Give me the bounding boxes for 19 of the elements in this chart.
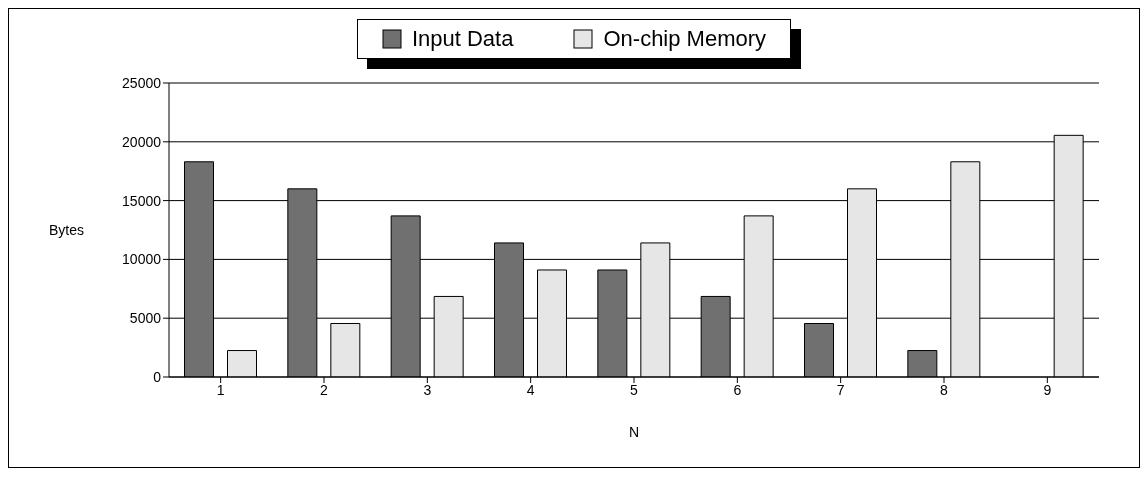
y-tick-label: 15000 bbox=[122, 192, 162, 209]
x-tick-label: 6 bbox=[733, 381, 742, 398]
x-tick-label: 9 bbox=[1043, 381, 1052, 398]
x-tick-label: 3 bbox=[423, 381, 432, 398]
x-tick-label: 2 bbox=[320, 381, 329, 398]
x-tick-label: 7 bbox=[836, 381, 845, 398]
y-tick-label: 5000 bbox=[129, 310, 162, 327]
x-tick-label: 1 bbox=[216, 381, 225, 398]
y-tick-label: 25000 bbox=[122, 74, 162, 91]
y-tick-label: 10000 bbox=[122, 251, 162, 268]
x-tick-label: 8 bbox=[940, 381, 949, 398]
x-axis-title: N bbox=[628, 424, 640, 440]
x-tick-label: 4 bbox=[526, 381, 535, 398]
y-tick-label: 0 bbox=[153, 368, 162, 385]
legend-label: Input Data bbox=[411, 26, 514, 52]
legend-label: On-chip Memory bbox=[603, 26, 767, 52]
x-tick-label: 5 bbox=[630, 381, 639, 398]
y-axis-title: Bytes bbox=[49, 221, 85, 238]
y-tick-label: 20000 bbox=[122, 133, 162, 150]
